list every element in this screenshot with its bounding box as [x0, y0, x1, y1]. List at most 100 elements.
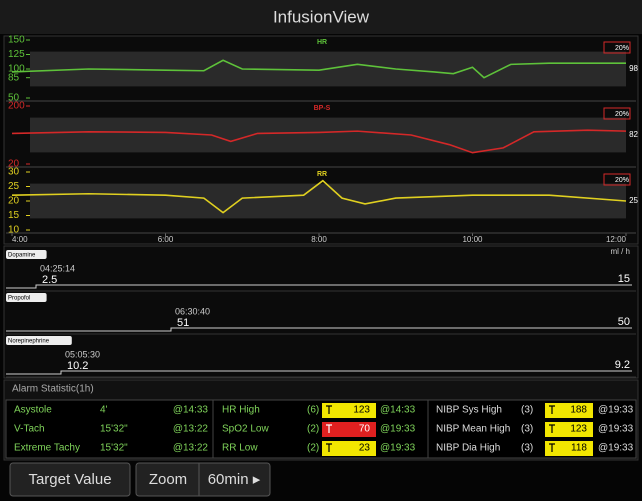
- value-box: [545, 441, 593, 456]
- panel-name: HR: [317, 39, 327, 46]
- alarm-name: NIBP Mean High: [436, 424, 510, 435]
- alarm-time: @19:33: [598, 405, 634, 416]
- y-tick-label: 15: [8, 210, 20, 221]
- zoom-label: Zoom: [149, 471, 187, 488]
- y-tick-label: 85: [8, 72, 20, 83]
- alarm-time: @19:33: [598, 443, 634, 454]
- alarm-count: (6): [307, 405, 319, 416]
- title: InfusionView: [273, 7, 370, 26]
- drug-name: Propofol: [8, 296, 30, 302]
- drug-badge: [6, 336, 72, 345]
- event-name: Extreme Tachy: [14, 443, 80, 454]
- event-name: V-Tach: [14, 424, 45, 435]
- arrow-icon: [326, 405, 332, 414]
- alarm-count: (2): [307, 424, 319, 435]
- unit: ml / h: [610, 247, 630, 256]
- zoom-range[interactable]: 60min ▸: [208, 471, 261, 488]
- zoom-button[interactable]: [135, 462, 271, 497]
- alarm-value: 70: [359, 424, 371, 435]
- x-tick-label: 10:00: [462, 235, 483, 244]
- header-bar: [0, 0, 642, 34]
- event-time: @13:22: [173, 424, 209, 435]
- y-tick-label: 200: [8, 101, 25, 112]
- alarm-limit: 20%: [615, 45, 629, 52]
- value-box: [322, 403, 376, 418]
- rate-line: [6, 327, 632, 332]
- x-tick-label: 8:00: [311, 235, 327, 244]
- alarm-value: 118: [571, 443, 587, 454]
- start-rate: 2.5: [42, 274, 57, 286]
- arrow-icon: [326, 424, 332, 433]
- event-time: @13:22: [173, 443, 209, 454]
- trend-line: [11, 179, 627, 214]
- alarm-value: 123: [570, 424, 587, 435]
- alarm-count: (2): [307, 443, 319, 454]
- target-label: Target Value: [28, 471, 111, 488]
- alarm-name: HR High: [222, 405, 260, 416]
- y-tick-label: 10: [8, 225, 20, 236]
- y-tick-label: 20: [8, 196, 20, 207]
- rate-line: [6, 284, 632, 289]
- trend-line: [11, 59, 626, 79]
- event-time: @14:33: [173, 405, 209, 416]
- alarm-limit: 20%: [615, 111, 629, 118]
- alarm-name: NIBP Sys High: [436, 405, 502, 416]
- current-value: 82: [629, 130, 638, 139]
- rate-line: [6, 370, 632, 375]
- x-tick-label: 6:00: [158, 235, 174, 244]
- drug-name: Norepinephrine: [8, 339, 50, 345]
- y-tick-label: 125: [8, 49, 25, 60]
- start-rate: 51: [177, 317, 189, 329]
- y-tick-label: 50: [8, 93, 20, 104]
- alarm-name: RR Low: [222, 443, 258, 454]
- alarm-time: @19:33: [598, 424, 634, 435]
- alarm-title: Alarm Statistic(1h): [12, 384, 94, 395]
- arrow-icon: [549, 443, 555, 452]
- infusion-area: [3, 245, 639, 379]
- value-box: [545, 422, 593, 437]
- alarm-value: 188: [570, 405, 587, 416]
- alarm-value: 123: [353, 405, 370, 416]
- alarm-box: [603, 173, 631, 186]
- y-tick-label: 25: [8, 181, 20, 192]
- end-rate: 15: [618, 273, 630, 285]
- alarm-time: @19:33: [380, 424, 416, 435]
- start-time: 06:30:40: [175, 306, 210, 316]
- alarm-count: (3): [521, 424, 533, 435]
- event-duration: 4': [100, 405, 108, 416]
- alarm-value: 23: [359, 443, 371, 454]
- event-duration: 15'32": [100, 424, 128, 435]
- arrow-icon: [549, 405, 555, 414]
- start-time: 05:05:30: [65, 349, 100, 359]
- panel-name: RR: [317, 171, 327, 178]
- drug-badge: [6, 250, 47, 259]
- y-tick-label: 20: [8, 159, 20, 170]
- x-tick-label: 12:00: [606, 235, 627, 244]
- x-tick-label: 4:00: [12, 235, 28, 244]
- value-box: [322, 422, 376, 437]
- alarm-time: @19:33: [380, 443, 416, 454]
- drug-name: Dopamine: [8, 253, 36, 259]
- alarm-name: NIBP Dia High: [436, 443, 500, 454]
- alarm-box: [603, 41, 631, 54]
- start-rate: 10.2: [67, 360, 88, 372]
- limit-band: [30, 117, 626, 153]
- alarm-count: (3): [521, 443, 533, 454]
- target-button[interactable]: [9, 462, 131, 497]
- start-time: 04:25:14: [40, 263, 75, 273]
- alarm-name: SpO2 Low: [222, 424, 269, 435]
- y-tick-label: 30: [8, 167, 20, 178]
- alarm-table: [5, 399, 637, 459]
- value-box: [322, 441, 376, 456]
- limit-band: [30, 183, 626, 219]
- current-value: 25: [629, 196, 638, 205]
- arrow-icon: [549, 424, 555, 433]
- y-tick-label: 100: [8, 64, 25, 75]
- end-rate: 50: [618, 316, 630, 328]
- y-tick-label: 150: [8, 35, 25, 46]
- event-name: Asystole: [14, 405, 52, 416]
- event-duration: 15'32": [100, 443, 128, 454]
- drug-badge: [6, 293, 47, 302]
